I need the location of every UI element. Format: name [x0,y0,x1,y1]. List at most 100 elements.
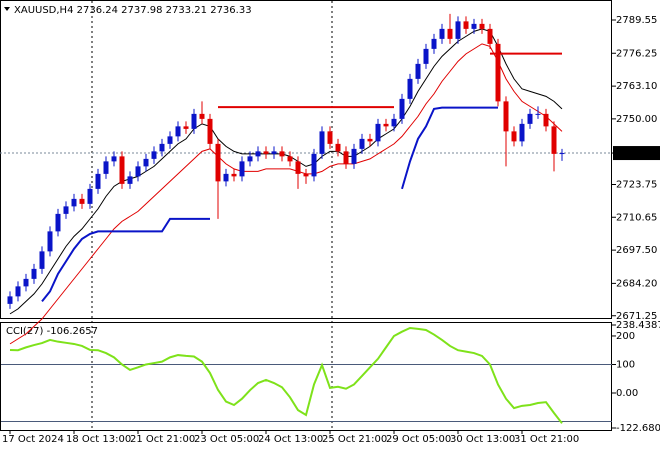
candle-body [407,78,413,99]
overlay-line [9,28,563,315]
x-tick-label: 31 Oct 21:00 [514,434,579,445]
candle-body [399,98,405,119]
candle-body [255,151,261,157]
candle-body [511,131,517,142]
candle-body [135,166,141,177]
candle-body [287,156,293,162]
y-tick-label: 2763.10 [616,81,657,92]
candle-body [343,151,349,164]
price-label-box [613,146,660,161]
candle-body [143,158,149,167]
candle-body [183,126,189,129]
x-tick-label: 21 Oct 21:00 [130,434,195,445]
candle-body [167,136,173,144]
candle-body [391,118,397,127]
candle-body [431,38,437,49]
candle-body [79,198,85,204]
candle-body [263,151,269,154]
candle-body [191,113,197,129]
candle-body [63,206,69,214]
overlay-line [41,106,498,302]
candle-body [367,138,373,142]
candle-body [95,173,101,189]
y-tick-label: 2750.00 [616,114,657,125]
candle-body [487,28,493,44]
candle-body [103,161,109,174]
candle-body [111,156,117,162]
cci-line [9,326,563,424]
candle-body [455,21,461,39]
y-tick-label: 100 [616,359,635,370]
y-tick-label: 0.00 [616,388,638,399]
symbol-marker [4,7,10,11]
candle-body [55,213,61,232]
y-tick-label: -122.6802 [616,423,660,434]
candle-body [279,151,285,157]
candle-body [47,231,53,252]
candle-body [31,268,37,279]
candle-body [423,48,429,64]
candle-body [39,251,45,269]
candle-body [351,148,357,164]
x-tick-label: 24 Oct 13:00 [258,434,323,445]
candle-body [247,156,253,162]
overlay-line [9,43,563,345]
y-tick-label: 2776.25 [616,48,657,59]
candle-body [223,173,229,182]
y-tick-label: 200 [616,331,635,342]
candle-body [479,23,485,29]
candle-body [543,113,549,127]
x-tick-label: 30 Oct 13:00 [450,434,515,445]
candle-body [127,176,133,184]
x-tick-label: 29 Oct 05:00 [386,434,451,445]
candle-body [175,126,181,137]
y-tick-label: 2710.65 [616,212,657,223]
candle-body [319,131,325,154]
x-tick-label: 23 Oct 05:00 [194,434,259,445]
candle-body [415,63,421,79]
candle-body [559,153,565,155]
candle-body [503,101,509,132]
candle-body [87,188,93,204]
indicator-title: CCI(27) -106.2657 [6,326,98,337]
y-tick-label: 2684.20 [616,278,657,289]
candle-body [7,296,13,304]
candle-body [551,126,557,154]
candle-body [239,161,245,177]
candle-body [303,173,309,177]
y-tick-label: 2697.50 [616,245,657,256]
y-tick-label: 238.4387 [616,320,660,331]
y-tick-label: 2671.25 [616,311,657,322]
candle-body [215,143,221,182]
candle-body [311,153,317,177]
candle-body [471,23,477,29]
candle-body [535,113,541,115]
x-tick-label: 18 Oct 13:00 [66,434,131,445]
cci-panel [0,322,612,431]
candle-body [119,156,125,184]
candle-body [439,28,445,39]
candle-body [159,143,165,152]
candle-body [327,131,333,144]
chart-title: XAUUSD,H4 2736.24 2737.98 2733.21 2736.3… [14,5,252,16]
candle-body [447,28,453,39]
candle-body [335,143,341,152]
y-tick-label: 2789.55 [616,15,657,26]
candle-body [231,173,237,177]
candle-body [519,123,525,142]
candle-body [15,286,21,297]
candle-body [375,123,381,142]
x-tick-label: 17 Oct 2024 [2,434,64,445]
candle-body [295,161,301,174]
candle-body [527,113,533,124]
candle-body [71,198,77,207]
y-tick-label: 2723.75 [616,180,657,191]
candle-body [271,151,277,154]
candle-body [151,151,157,159]
candle-body [23,278,29,287]
y-tick-label: 2736.33 [616,148,657,159]
candle-body [359,138,365,149]
candle-body [207,118,213,144]
candle-body [383,123,389,127]
